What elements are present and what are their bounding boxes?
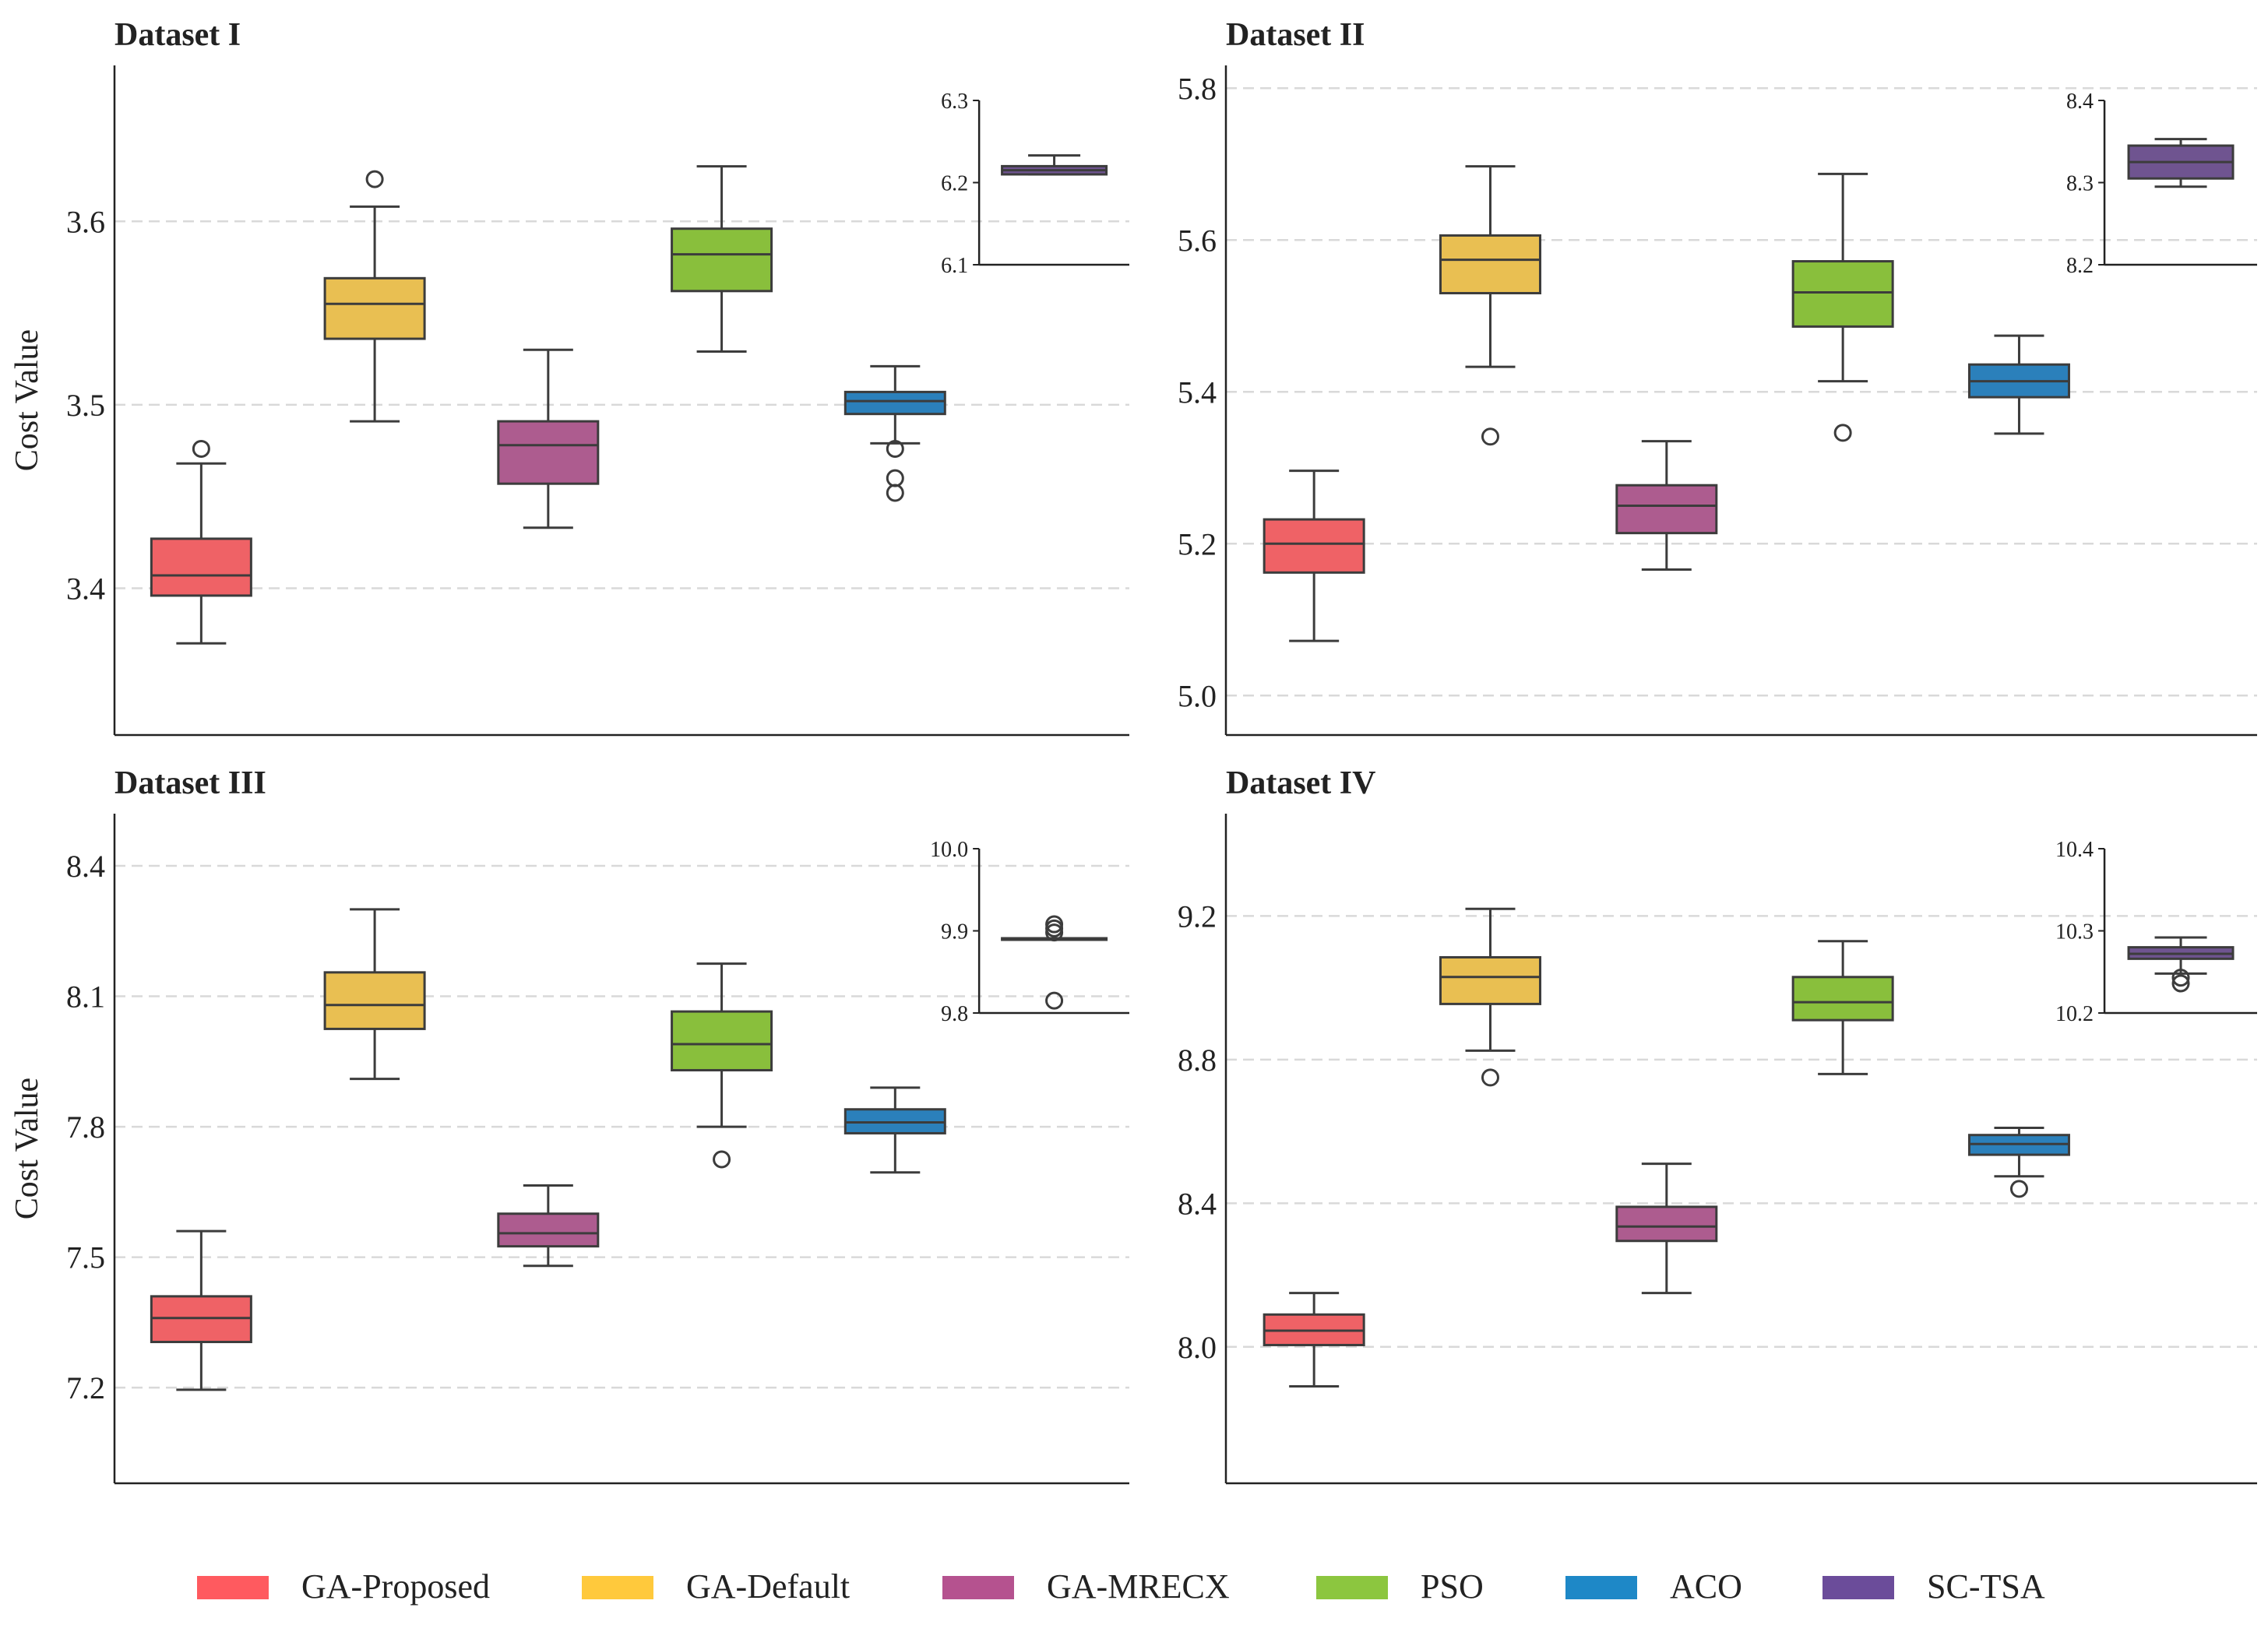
inset-2: 8.2 8.3 8.4: [2066, 90, 2257, 278]
box-ga-default-box: [323, 276, 426, 340]
legend-swatch-sc-tsa: [1822, 1576, 1894, 1599]
y-tick-label: 5.6: [1178, 223, 1217, 258]
box-aco-outlier-0: [2009, 1180, 2028, 1198]
inset-y-tick-label: 6.2: [941, 172, 968, 196]
legend-swatch-aco: [1565, 1576, 1637, 1599]
box-ga-mrecx-box: [1615, 484, 1718, 535]
inset-3: 9.8 9.9 10.0: [930, 838, 1129, 1026]
y-tick-label: 3.4: [66, 572, 105, 607]
y-tick-label: 9.2: [1178, 899, 1217, 934]
inset-y-tick-label: 9.9: [941, 920, 968, 944]
y-tick-label: 7.2: [66, 1370, 105, 1405]
panel-title: Dataset IV: [1226, 765, 1375, 801]
y-axis-label: Cost Value: [9, 329, 45, 471]
legend-swatch-ga-default: [582, 1576, 653, 1599]
box-ga-mrecx-box: [497, 1212, 600, 1248]
legend-label: PSO: [1421, 1567, 1484, 1606]
box-aco-outlier-1: [886, 469, 904, 487]
panel-title: Dataset III: [114, 765, 266, 801]
inset-box-sc-tsa-outlier-3: [1045, 991, 1064, 1010]
panel-2: 5.0 5.2 5.4 5.6 5.8 Dataset II 8.2 8.3 8.4: [1178, 17, 2257, 737]
legend-label: GA-Default: [686, 1567, 850, 1606]
panel-1: 3.4 3.5 3.6 Dataset I Cost Value 6.1 6.2 6.3: [9, 17, 1129, 737]
box-ga-mrecx-box: [1615, 1205, 1718, 1243]
inset-y-tick-label: 10.4: [2055, 838, 2094, 862]
box-ga-proposed-box: [1263, 518, 1365, 574]
y-tick-label: 8.0: [1178, 1330, 1217, 1365]
box-aco-outlier-2: [886, 484, 904, 502]
box-aco-box: [843, 390, 946, 416]
inset-y-tick-label: 6.3: [941, 90, 968, 114]
inset-y-tick-label: 9.8: [941, 1002, 968, 1026]
y-tick-label: 5.0: [1178, 678, 1217, 713]
y-tick-label: 8.8: [1178, 1043, 1217, 1078]
y-tick-label: 7.8: [66, 1110, 105, 1145]
inset-y-tick-label: 8.2: [2066, 254, 2094, 278]
y-tick-label: 8.1: [66, 980, 105, 1015]
box-pso-outlier-0: [1833, 424, 1852, 442]
inset-box-sc-tsa-outlier-1: [2171, 974, 2190, 993]
box-pso-box: [671, 1010, 773, 1071]
box-ga-proposed-box: [150, 537, 252, 597]
y-axis-label: Cost Value: [9, 1078, 45, 1219]
box-pso-outlier-0: [713, 1150, 731, 1169]
box-pso-box: [1791, 260, 1894, 328]
inset-1: 6.1 6.2 6.3: [941, 90, 1129, 278]
inset-y-tick-label: 8.3: [2066, 172, 2094, 196]
y-tick-label: 8.4: [1178, 1186, 1217, 1221]
y-tick-label: 5.4: [1178, 375, 1217, 410]
legend-swatch-pso: [1316, 1576, 1388, 1599]
inset-y-tick-label: 10.2: [2055, 1002, 2094, 1026]
inset-4: 10.2 10.3 10.4: [2055, 838, 2257, 1026]
y-tick-label: 5.2: [1178, 526, 1217, 561]
panel-title: Dataset II: [1226, 17, 1365, 53]
inset-y-tick-label: 10.0: [930, 838, 968, 862]
box-ga-default-box: [1439, 955, 1541, 1005]
legend-swatch-ga-mrecx: [942, 1576, 1014, 1599]
box-ga-default-outlier-0: [1481, 427, 1499, 446]
y-tick-label: 3.6: [66, 204, 105, 239]
legend-label: SC-TSA: [1927, 1567, 2045, 1606]
box-ga-default-box: [1439, 234, 1541, 295]
legend-swatch-ga-proposed: [197, 1576, 269, 1599]
inset-y-tick-label: 10.3: [2055, 920, 2094, 944]
box-pso-box: [1791, 976, 1894, 1022]
panel-title: Dataset I: [114, 17, 241, 53]
box-ga-mrecx-box: [497, 420, 600, 485]
panel-4: 8.0 8.4 8.8 9.2 Dataset IV 10.2 10.3 10.4: [1178, 765, 2257, 1485]
box-ga-default-box: [323, 971, 426, 1030]
legend-label: GA-Proposed: [301, 1567, 490, 1606]
box-pso-box: [671, 227, 773, 293]
box-aco-outlier-0: [886, 439, 904, 458]
inset-box-sc-tsa-outlier-2: [1045, 923, 1064, 942]
y-tick-label: 3.5: [66, 388, 105, 423]
inset-y-tick-label: 8.4: [2066, 90, 2094, 114]
legend-label: ACO: [1670, 1567, 1742, 1606]
inset-box-sc-tsa-outlier-0: [2171, 969, 2190, 987]
y-tick-label: 5.8: [1178, 71, 1217, 106]
y-tick-label: 8.4: [66, 849, 105, 884]
box-ga-default-outlier-0: [1481, 1068, 1499, 1087]
box-ga-proposed-outlier-0: [192, 439, 210, 458]
y-tick-label: 7.5: [66, 1240, 105, 1275]
legend-label: GA-MRECX: [1047, 1567, 1230, 1606]
box-ga-default-outlier-0: [365, 170, 384, 188]
legend: GA-Proposed GA-Default GA-MRECX PSO ACO SC-TS…: [197, 1567, 2045, 1606]
inset-y-tick-label: 6.1: [941, 254, 968, 278]
